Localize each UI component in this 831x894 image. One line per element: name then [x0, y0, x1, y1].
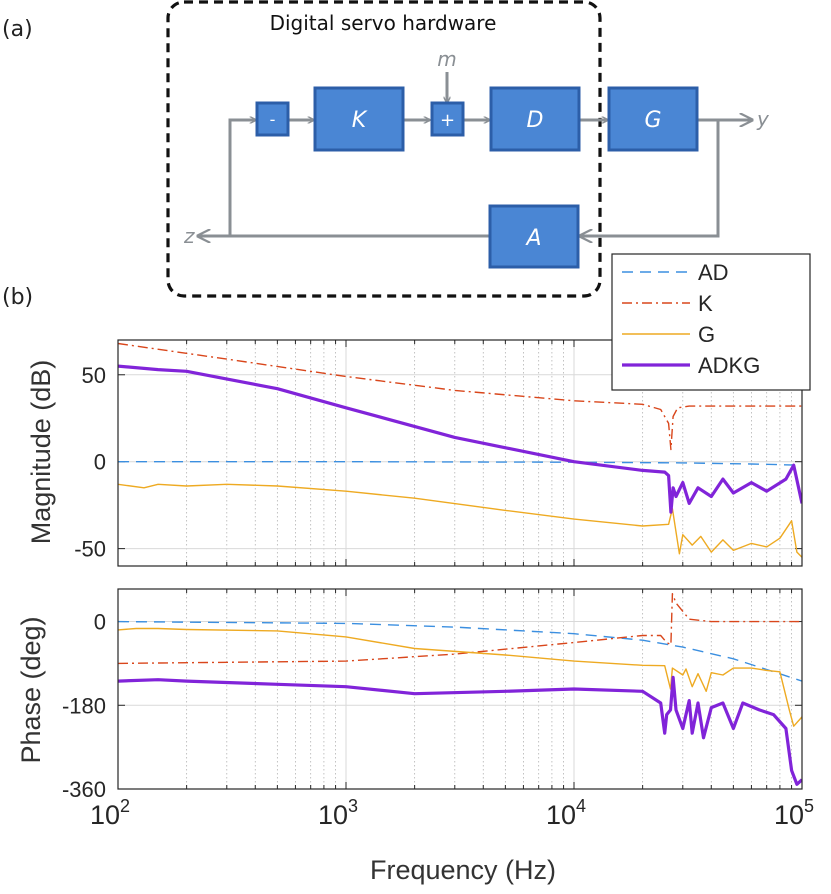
- block-g: G: [607, 86, 699, 152]
- wire-y-to-a: [580, 120, 720, 236]
- legend-box: [611, 253, 811, 391]
- phase-ylabel: Phase (deg): [16, 616, 46, 763]
- x-tick-label: 104: [546, 796, 586, 830]
- panel-label-a: (a): [2, 17, 33, 42]
- block-add: +: [430, 101, 465, 137]
- y-tick-label: 50: [82, 363, 106, 388]
- series-k-line: [118, 342, 802, 451]
- block-add-label: +: [440, 110, 455, 131]
- digital-servo-enclosure: [166, 0, 602, 298]
- series-group: [118, 342, 802, 558]
- y-tick-label: -180: [62, 693, 106, 718]
- axes-frame: [117, 588, 803, 790]
- series-k-line: [118, 593, 802, 665]
- y-tick-label: 0: [94, 450, 106, 475]
- block-diagram: (a) Digital servo hardware - K +: [2, 0, 770, 298]
- block-a: A: [488, 204, 580, 269]
- panel-label-b: (b): [2, 285, 33, 310]
- y-tick-label: -360: [62, 777, 106, 802]
- series-ad-line: [118, 461, 802, 466]
- magnitude-ylabel: Magnitude (dB): [26, 360, 56, 545]
- frequency-xlabel: Frequency (Hz): [370, 855, 556, 885]
- x-tick-label: 102: [90, 796, 130, 830]
- block-g-label: G: [644, 108, 661, 133]
- signal-m-label: m: [437, 47, 456, 71]
- x-tick-label: 103: [318, 796, 358, 830]
- plot-area-1: [118, 589, 802, 789]
- block-a-label: A: [524, 226, 541, 251]
- axes-frame: [117, 339, 803, 567]
- block-d-label: D: [527, 108, 544, 133]
- y-tick-label: 0: [94, 610, 106, 635]
- y-tick-label: -50: [74, 537, 106, 562]
- legend-label-ad: AD: [698, 260, 729, 285]
- legend-label-adkg: ADKG: [698, 353, 760, 378]
- series-adkg-line: [118, 364, 802, 514]
- block-d: D: [489, 86, 581, 152]
- block-k-label: K: [352, 108, 368, 133]
- legend-label-g: G: [698, 322, 715, 347]
- series-g-line: [118, 483, 802, 558]
- x-tick-label: 105: [774, 796, 814, 830]
- series-group: [118, 593, 802, 786]
- series-ad-line: [118, 620, 802, 682]
- signal-z-label: z: [183, 224, 195, 248]
- legend-label-k: K: [698, 291, 713, 316]
- signal-y-label: y: [756, 107, 770, 131]
- signal-wires: [198, 72, 752, 236]
- enclosure-title: Digital servo hardware: [270, 11, 497, 35]
- series-g-line: [118, 627, 802, 727]
- series-adkg-line: [118, 675, 802, 786]
- block-subtract-label: -: [270, 110, 276, 129]
- wire-feedback-in: [228, 120, 256, 236]
- block-k: K: [313, 86, 405, 152]
- block-subtract: -: [255, 101, 290, 137]
